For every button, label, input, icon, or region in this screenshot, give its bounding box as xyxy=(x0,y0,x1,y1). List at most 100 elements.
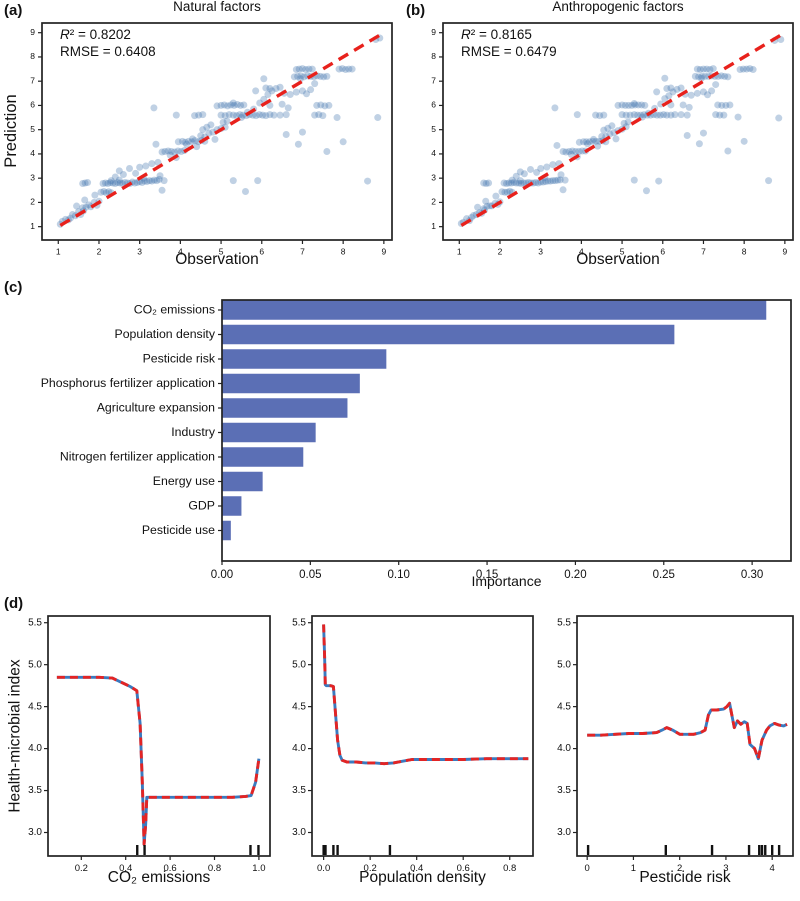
scatter-point xyxy=(266,101,274,109)
scatter-point xyxy=(637,111,645,119)
scatter-point xyxy=(586,138,594,146)
scatter-point xyxy=(695,140,703,148)
scatter-point xyxy=(295,65,303,73)
scatter-point xyxy=(166,151,174,159)
scatter-point xyxy=(594,142,602,150)
scatter-point xyxy=(656,111,664,119)
y-tick-label-a: 9 xyxy=(30,27,35,37)
scatter-point xyxy=(298,87,306,95)
scatter-point xyxy=(699,65,707,73)
scatter-point xyxy=(505,179,513,187)
scatter-point xyxy=(691,72,699,80)
scatter-point xyxy=(320,73,328,81)
pdp-line-red xyxy=(56,675,261,846)
scatter-point xyxy=(272,84,280,92)
scatter-point xyxy=(542,178,550,186)
x-tick-label-a: 8 xyxy=(341,247,346,257)
scatter-point xyxy=(706,66,714,74)
scatter-point xyxy=(317,101,325,109)
scatter-point xyxy=(696,66,704,74)
x-tick-label-b: 6 xyxy=(660,247,665,257)
scatter-point xyxy=(150,104,158,112)
scatter-point xyxy=(114,179,122,187)
scatter-point xyxy=(278,100,286,108)
scatter-point xyxy=(254,177,262,185)
panel-a-rmse: RMSE = 0.6408 xyxy=(60,44,156,59)
scatter-point xyxy=(712,81,720,89)
scatter-point xyxy=(736,66,744,74)
importance-bar xyxy=(222,447,304,467)
scatter-point xyxy=(502,180,510,188)
scatter-point xyxy=(126,164,133,172)
scatter-point xyxy=(543,163,551,171)
y-tick-label-d: 3.0 xyxy=(292,827,306,838)
scatter-point xyxy=(296,75,304,83)
scatter-point xyxy=(734,113,742,121)
x-tick-label-a: 3 xyxy=(137,247,142,257)
bar-category-label: Phosphorus fertilizer application xyxy=(41,376,215,390)
scatter-point xyxy=(115,176,123,184)
y-tick-label-d: 5.5 xyxy=(557,617,571,628)
scatter-point xyxy=(567,150,575,158)
scatter-point xyxy=(300,73,308,81)
scatter-point xyxy=(718,101,726,109)
scatter-point xyxy=(101,179,109,187)
scatter-point xyxy=(606,130,614,138)
scatter-point xyxy=(197,132,205,140)
scatter-point xyxy=(142,162,150,170)
scatter-point xyxy=(687,91,695,99)
x-tick-label-d: 0.8 xyxy=(208,863,221,874)
scatter-point xyxy=(699,129,707,137)
x-tick-label-a: 5 xyxy=(219,247,224,257)
scatter-point xyxy=(712,111,720,119)
scatter-point xyxy=(161,148,169,156)
scatter-point xyxy=(138,179,146,187)
x-tick-label-b: 2 xyxy=(498,247,503,257)
scatter-point xyxy=(252,112,260,120)
scatter-point xyxy=(720,111,728,119)
panel-d3-xlabel: Pesticide risk xyxy=(639,869,731,886)
y-tick-label-d: 3.5 xyxy=(292,785,306,796)
scatter-point xyxy=(264,91,272,99)
scatter-point xyxy=(624,118,632,126)
scatter-point xyxy=(612,135,620,143)
scatter-point xyxy=(99,180,107,188)
scatter-point xyxy=(697,74,705,82)
scatter-point xyxy=(119,171,127,179)
identity-line xyxy=(460,32,784,227)
scatter-point xyxy=(189,135,197,143)
scatter-point xyxy=(596,112,604,120)
scatter-point xyxy=(660,111,668,119)
scatter-point xyxy=(220,101,228,109)
scatter-point xyxy=(294,140,302,148)
scatter-point xyxy=(693,89,701,97)
scatter-point xyxy=(102,189,110,197)
scatter-point xyxy=(211,135,219,143)
scatter-point xyxy=(699,88,707,96)
scatter-point xyxy=(765,177,773,185)
scatter-point xyxy=(84,179,92,187)
scatter-point xyxy=(683,132,691,140)
y-tick-label-a: 6 xyxy=(30,100,35,110)
scatter-point xyxy=(191,137,199,145)
pdp-line-red xyxy=(322,624,529,766)
scatter-point xyxy=(677,84,685,92)
axes-box-d2 xyxy=(311,615,534,857)
importance-bar xyxy=(222,300,767,320)
scatter-point xyxy=(740,137,748,145)
scatter-point xyxy=(185,137,193,145)
scatter-point xyxy=(321,102,329,110)
scatter-point xyxy=(474,203,482,211)
scatter-point xyxy=(527,165,534,173)
y-tick-label-d: 3.0 xyxy=(557,827,571,838)
scatter-point xyxy=(701,72,709,80)
x-tick-label-a: 9 xyxy=(381,247,386,257)
scatter-point xyxy=(69,211,77,219)
scatter-point xyxy=(551,104,559,112)
y-tick-label-d: 5.5 xyxy=(292,617,306,628)
scatter-point xyxy=(483,202,491,210)
scatter-point xyxy=(145,177,153,185)
scatter-point xyxy=(302,66,310,74)
scatter-point xyxy=(111,173,119,181)
scatter-point xyxy=(342,66,350,74)
